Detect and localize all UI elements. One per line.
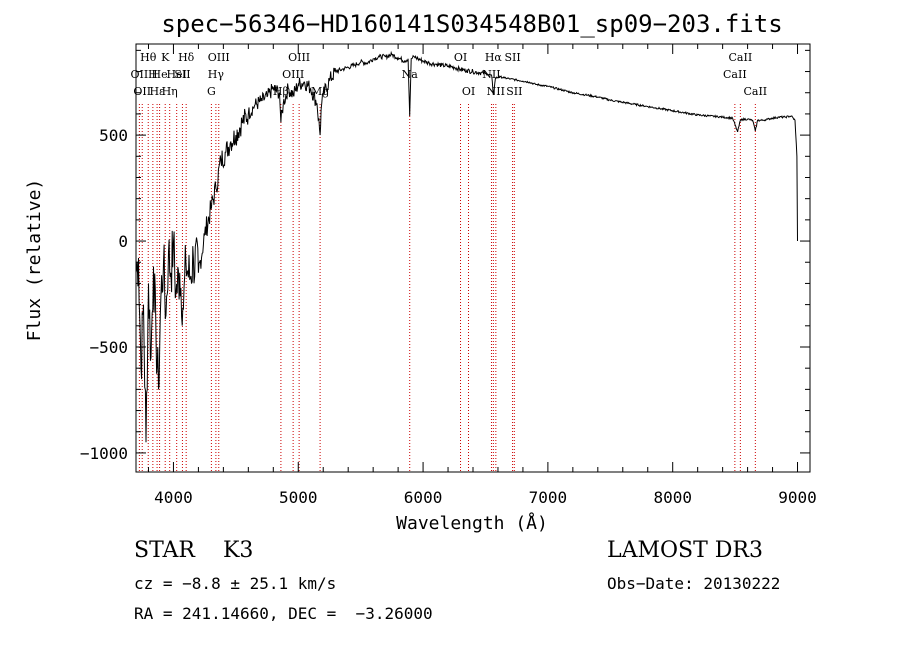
y-tick-label: −500 <box>89 338 128 357</box>
line-label: Na <box>402 68 419 81</box>
y-axis-ticks: −1000 −500 0 500 <box>80 49 810 463</box>
survey-name: LAMOST DR3 <box>607 538 763 563</box>
coordinates: RA = 241.14660, DEC = −3.26000 <box>134 604 433 623</box>
line-label: Hγ <box>208 68 225 81</box>
line-label: Hδ <box>178 51 195 64</box>
line-label: OI <box>462 85 475 98</box>
x-tick-label: 5000 <box>279 488 318 507</box>
line-label: G <box>207 85 216 98</box>
redshift-text: cz = −8.8 ± 25.1 km/s <box>134 574 337 593</box>
line-label: Hη <box>162 85 178 98</box>
line-label: Hθ <box>140 51 157 64</box>
line-label: OI <box>454 51 467 64</box>
line-label: HeI <box>166 68 186 81</box>
line-label: He <box>152 68 168 81</box>
x-tick-label: 8000 <box>653 488 692 507</box>
line-label: SII <box>504 51 520 64</box>
y-tick-label: −1000 <box>80 444 128 463</box>
x-tick-label: 9000 <box>778 488 817 507</box>
line-label: OII <box>133 85 151 98</box>
x-axis-ticks: 4000 5000 6000 7000 8000 9000 <box>147 44 817 507</box>
line-label: OIII <box>288 51 310 64</box>
x-tick-label: 4000 <box>154 488 193 507</box>
spectrum-line <box>135 50 798 443</box>
line-label: OIII <box>208 51 230 64</box>
line-label: CaII <box>723 68 747 81</box>
line-label: CaII <box>729 51 753 64</box>
obs-date: Obs−Date: 20130222 <box>607 574 781 593</box>
x-tick-label: 6000 <box>404 488 443 507</box>
x-tick-label: 7000 <box>529 488 568 507</box>
line-label: H <box>148 68 158 81</box>
emission-lines: OIIOIIHθHHεHeKHηHeISIIHδGHγOIIIHβOIIIOII… <box>131 51 767 472</box>
y-tick-label: 500 <box>99 126 128 145</box>
line-label: CaII <box>743 85 767 98</box>
line-label: OII <box>131 68 149 81</box>
line-label: Hε <box>149 85 165 98</box>
y-tick-label: 0 <box>118 232 128 251</box>
line-label: K <box>161 51 170 64</box>
line-label: SII <box>506 85 522 98</box>
line-label: Hα <box>485 51 503 64</box>
plot-frame <box>135 43 811 473</box>
line-label: NII <box>487 85 505 98</box>
y-axis-label: Flux (relative) <box>24 179 45 342</box>
line-label: SII <box>174 68 190 81</box>
object-class: STAR K3 <box>134 538 254 563</box>
chart-title: spec−56346−HD160141S034548B01_sp09−203.f… <box>161 10 782 38</box>
line-label: OIII <box>282 68 304 81</box>
x-axis-label: Wavelength (Å) <box>396 512 548 534</box>
